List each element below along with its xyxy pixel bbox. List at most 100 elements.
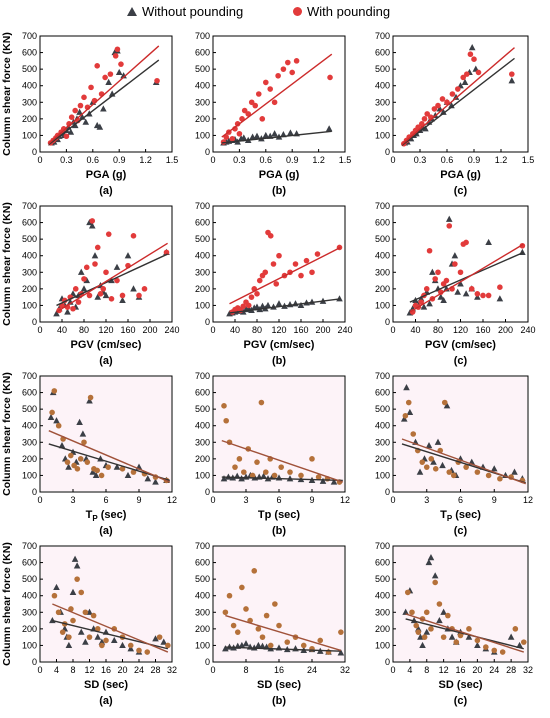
with-pounding-point bbox=[86, 292, 93, 299]
x-tick-label: 0 bbox=[37, 665, 42, 675]
chart-panel-10: 0 100 200 300 400 500 600 700 0 4 8 12 16 20 24 28 32 SD … bbox=[1, 541, 177, 707]
without-pounding-point bbox=[454, 288, 461, 295]
with-pounding-point bbox=[499, 649, 506, 655]
with-pounding-point bbox=[68, 452, 74, 459]
with-pounding-point bbox=[267, 86, 274, 92]
x-tick-label: 40 bbox=[57, 325, 67, 335]
with-pounding-point bbox=[446, 223, 453, 229]
y-tick-label: 400 bbox=[22, 591, 37, 601]
without-pounding-point bbox=[403, 384, 410, 391]
y-tick-label: 200 bbox=[195, 624, 210, 634]
y-tick-label: 400 bbox=[375, 81, 390, 91]
with-pounding-point bbox=[119, 466, 126, 472]
without-pounding-point bbox=[96, 123, 104, 130]
with-pounding-point bbox=[273, 281, 280, 287]
with-pounding-point bbox=[287, 469, 293, 475]
x-tick-label: 120 bbox=[453, 325, 468, 335]
with-pounding-point bbox=[464, 71, 470, 77]
with-pounding-point bbox=[402, 412, 409, 419]
y-tick-label: 600 bbox=[375, 388, 390, 398]
y-tick-label: 200 bbox=[22, 454, 37, 464]
without-pounding-point bbox=[53, 583, 60, 591]
with-pounding-point bbox=[154, 77, 160, 84]
without-pounding-point bbox=[92, 471, 100, 479]
x-tick-label: 12 bbox=[439, 665, 449, 675]
x-axis-label: TP (sec) bbox=[86, 509, 127, 523]
plot-background bbox=[394, 547, 527, 661]
without-pounding-point bbox=[83, 276, 91, 284]
y-tick-label: 100 bbox=[22, 300, 37, 310]
y-tick-label: 300 bbox=[375, 267, 390, 277]
y-tick-label: 700 bbox=[22, 31, 37, 41]
x-tick-label: 120 bbox=[98, 325, 113, 335]
x-tick-label: 1.5 bbox=[522, 155, 535, 165]
with-pounding-point bbox=[418, 299, 424, 305]
with-pounding-point bbox=[485, 472, 492, 479]
x-tick-label: 3 bbox=[424, 495, 429, 505]
with-pounding-point bbox=[64, 459, 71, 465]
x-tick-label: 200 bbox=[498, 325, 513, 335]
with-pounding-point bbox=[83, 264, 90, 271]
y-tick-label: 600 bbox=[195, 388, 210, 398]
with-pounding-point bbox=[144, 649, 151, 655]
chart-panel-6: 0 100 200 300 400 500 600 700 0 40 80 120 160 200 240 P… bbox=[375, 201, 536, 367]
without-pounding-point bbox=[437, 293, 445, 300]
y-tick-label: 400 bbox=[195, 81, 210, 91]
without-pounding-trendline bbox=[405, 618, 524, 650]
y-tick-label: 700 bbox=[375, 31, 390, 41]
with-pounding-point bbox=[70, 617, 76, 624]
x-axis-label: PGV (cm/sec) bbox=[244, 339, 315, 351]
x-tick-label: 240 bbox=[164, 325, 179, 335]
with-pounding-point bbox=[97, 291, 104, 297]
with-pounding-point bbox=[248, 294, 255, 300]
plot-background bbox=[214, 547, 344, 661]
with-pounding-point bbox=[285, 59, 291, 66]
y-tick-label: 400 bbox=[375, 591, 390, 601]
with-pounding-point bbox=[77, 102, 84, 109]
y-tick-label: 100 bbox=[22, 130, 37, 140]
without-pounding-point bbox=[402, 608, 409, 615]
panel-label: (c) bbox=[454, 525, 468, 537]
without-pounding-point bbox=[115, 68, 123, 76]
without-pounding-point bbox=[434, 438, 442, 445]
without-pounding-point bbox=[264, 301, 272, 309]
x-tick-label: 12 bbox=[523, 495, 533, 505]
y-tick-label: 300 bbox=[22, 437, 37, 447]
with-pounding-point bbox=[259, 634, 266, 640]
without-pounding-point bbox=[144, 475, 152, 482]
without-pounding-point bbox=[462, 290, 470, 297]
with-pounding-point bbox=[423, 609, 430, 616]
chart-panel-5: 0 100 200 300 400 500 600 700 0 40 80 120 160 200 240 P… bbox=[195, 201, 353, 367]
without-pounding-trendline bbox=[48, 59, 160, 146]
with-pounding-point bbox=[105, 231, 112, 237]
x-tick-label: 160 bbox=[293, 325, 308, 335]
with-pounding-point bbox=[99, 642, 105, 649]
with-pounding-point bbox=[263, 469, 269, 475]
with-pounding-point bbox=[249, 472, 256, 479]
with-pounding-point bbox=[424, 111, 431, 117]
with-pounding-point bbox=[234, 629, 241, 635]
y-tick-label: 700 bbox=[375, 201, 390, 211]
without-pounding-trendline bbox=[48, 443, 171, 482]
y-tick-label: 400 bbox=[22, 421, 37, 431]
without-pounding-point bbox=[110, 636, 118, 644]
with-pounding-point bbox=[59, 629, 66, 635]
y-tick-label: 200 bbox=[375, 454, 390, 464]
chart-panel-1: 0 100 200 300 400 500 600 700 0 0.3 0.6 0.9 1.2 1.5 PG… bbox=[1, 31, 178, 197]
with-pounding-point bbox=[497, 284, 503, 291]
with-pounding-point bbox=[317, 637, 324, 644]
with-pounding-point bbox=[438, 289, 444, 295]
x-tick-label: 6 bbox=[103, 495, 108, 505]
y-tick-label: 0 bbox=[205, 657, 210, 667]
without-pounding-point bbox=[65, 463, 72, 470]
with-pounding-point bbox=[419, 459, 426, 465]
x-tick-label: 0 bbox=[37, 325, 42, 335]
legend-triangle-marker bbox=[127, 7, 137, 16]
x-tick-label: 0.6 bbox=[441, 155, 454, 165]
with-pounding-point bbox=[141, 286, 148, 292]
panel-label: (b) bbox=[272, 525, 286, 537]
without-pounding-point bbox=[419, 641, 426, 649]
x-tick-label: 24 bbox=[307, 665, 317, 675]
without-pounding-point bbox=[420, 303, 428, 310]
x-tick-label: 0.3 bbox=[60, 155, 73, 165]
